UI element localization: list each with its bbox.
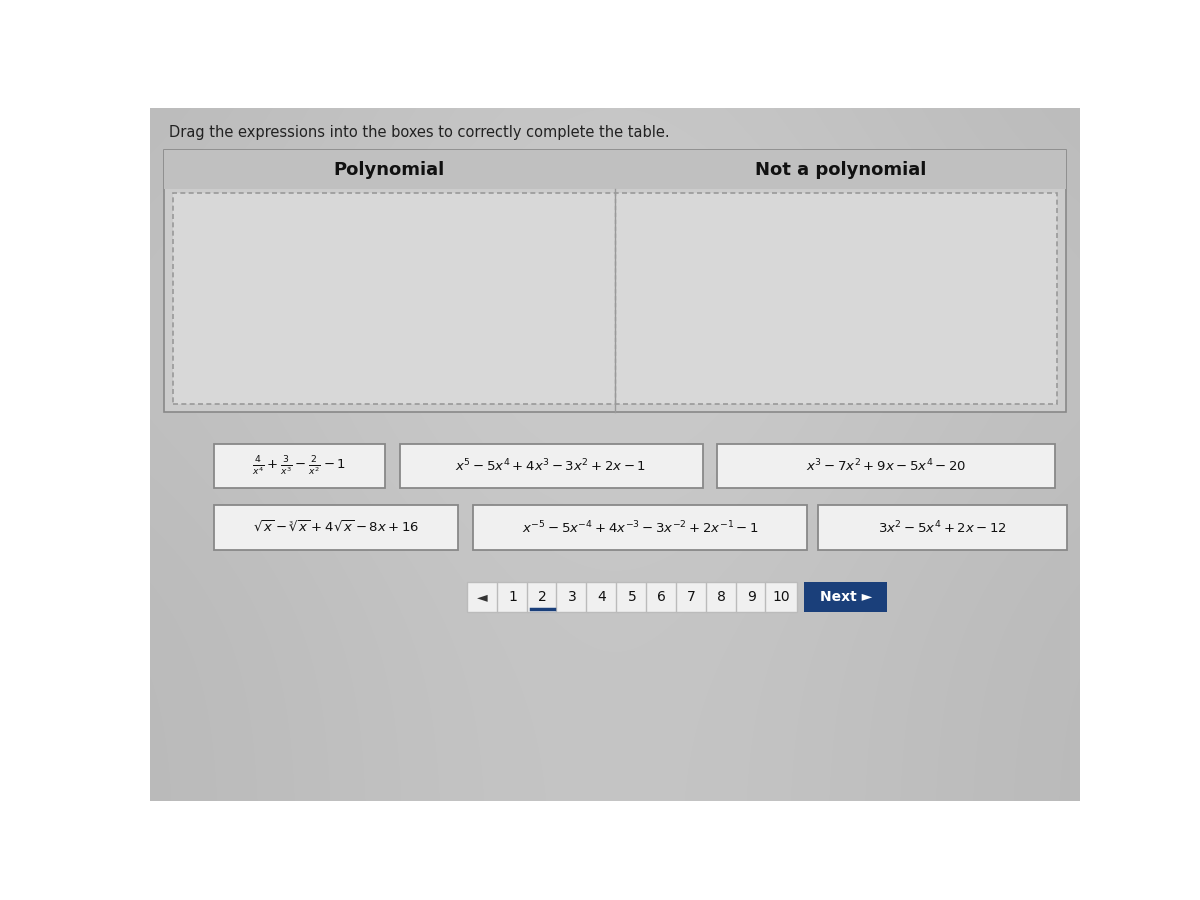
Text: Not a polynomial: Not a polynomial [755, 160, 926, 178]
Text: 1: 1 [508, 590, 517, 604]
Text: 10: 10 [773, 590, 790, 604]
FancyBboxPatch shape [164, 150, 1066, 412]
Text: $x^5-5x^4+4x^3-3x^2+2x-1$: $x^5-5x^4+4x^3-3x^2+2x-1$ [456, 458, 647, 474]
FancyBboxPatch shape [804, 581, 888, 612]
FancyBboxPatch shape [497, 581, 528, 612]
FancyBboxPatch shape [467, 581, 498, 612]
FancyBboxPatch shape [557, 581, 588, 612]
FancyBboxPatch shape [718, 444, 1055, 489]
FancyBboxPatch shape [164, 150, 1066, 189]
Text: $\sqrt{x}-\sqrt[3]{x}+4\sqrt{x}-8x+16$: $\sqrt{x}-\sqrt[3]{x}+4\sqrt{x}-8x+16$ [253, 520, 419, 536]
Text: $\frac{4}{x^4}+\frac{3}{x^3}-\frac{2}{x^2}-1$: $\frac{4}{x^4}+\frac{3}{x^3}-\frac{2}{x^… [252, 454, 346, 478]
FancyBboxPatch shape [818, 505, 1067, 550]
FancyBboxPatch shape [766, 581, 797, 612]
Text: 9: 9 [746, 590, 756, 604]
FancyBboxPatch shape [706, 581, 737, 612]
FancyBboxPatch shape [616, 581, 648, 612]
FancyBboxPatch shape [587, 581, 618, 612]
Text: 5: 5 [628, 590, 636, 604]
Text: 6: 6 [658, 590, 666, 604]
FancyBboxPatch shape [214, 505, 458, 550]
Text: 7: 7 [688, 590, 696, 604]
Text: Drag the expressions into the boxes to correctly complete the table.: Drag the expressions into the boxes to c… [169, 125, 670, 140]
Text: 2: 2 [538, 590, 547, 604]
FancyBboxPatch shape [400, 444, 702, 489]
Text: $x^{-5}-5x^{-4}+4x^{-3}-3x^{-2}+2x^{-1}-1$: $x^{-5}-5x^{-4}+4x^{-3}-3x^{-2}+2x^{-1}-… [522, 519, 758, 536]
Text: 8: 8 [716, 590, 726, 604]
Text: Next ►: Next ► [820, 590, 872, 604]
Text: Polynomial: Polynomial [334, 160, 445, 178]
Text: $x^3-7x^2+9x-5x^4-20$: $x^3-7x^2+9x-5x^4-20$ [806, 458, 966, 474]
FancyBboxPatch shape [676, 581, 707, 612]
Text: ◄: ◄ [478, 590, 488, 604]
Text: 3: 3 [568, 590, 576, 604]
Text: $3x^2-5x^4+2x-12$: $3x^2-5x^4+2x-12$ [878, 519, 1007, 536]
FancyBboxPatch shape [173, 193, 1057, 404]
FancyBboxPatch shape [736, 581, 767, 612]
FancyBboxPatch shape [646, 581, 677, 612]
FancyBboxPatch shape [473, 505, 808, 550]
FancyBboxPatch shape [527, 581, 558, 612]
FancyBboxPatch shape [214, 444, 385, 489]
Text: 4: 4 [598, 590, 606, 604]
